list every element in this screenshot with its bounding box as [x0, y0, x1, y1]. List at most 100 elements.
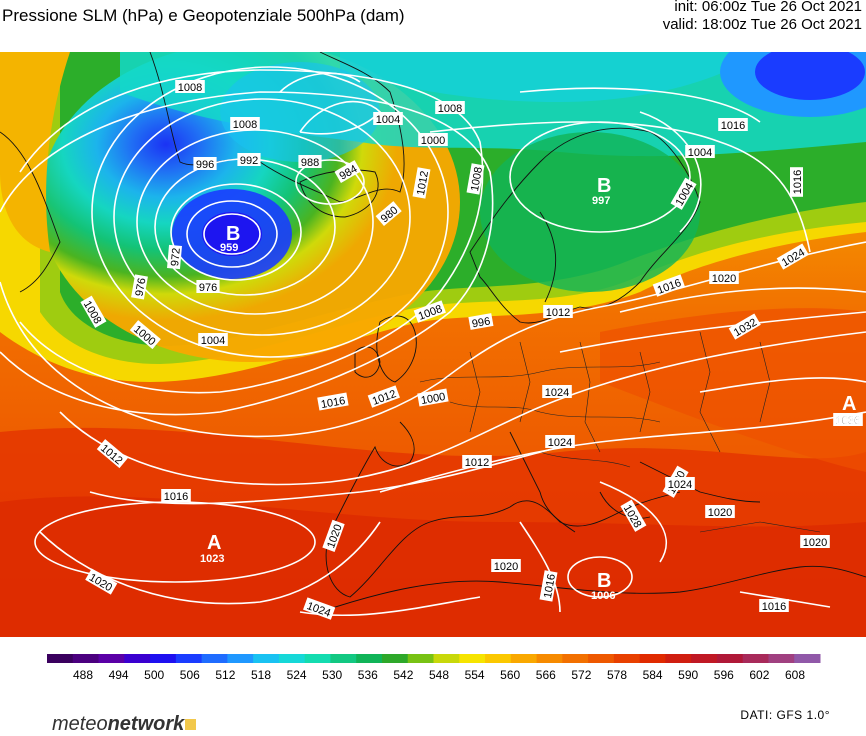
- colorbar-tick-label: 506: [180, 668, 200, 682]
- colorbar-swatch: [613, 654, 641, 663]
- colorbar-swatch: [665, 654, 692, 663]
- isobar-label: 1016: [790, 167, 804, 197]
- isobar-label: 1020: [709, 271, 739, 285]
- isobar-label-text: 1020: [708, 507, 732, 519]
- center-letter-5: A: [842, 393, 856, 415]
- isobar-label: 976: [196, 280, 220, 294]
- isobar-label-text: 1012: [465, 457, 489, 469]
- colorbar-swatch: [459, 654, 486, 663]
- colorbar-tick-label: 524: [287, 668, 307, 682]
- isobar-label-text: 1008: [438, 103, 462, 115]
- isobar-label-text: 1008: [178, 82, 202, 94]
- isobar-label-text: 976: [133, 277, 148, 297]
- colorbar-tick-label: 530: [322, 668, 342, 682]
- colorbar-swatches: [47, 654, 821, 663]
- map-title: Pressione SLM (hPa) e Geopotenziale 500h…: [2, 6, 405, 25]
- isobar-label-text: 1004: [688, 147, 712, 159]
- colorbar-swatch: [98, 654, 125, 663]
- isobar-label-text: 1036: [836, 415, 860, 427]
- isobar-label: 1024: [542, 385, 572, 399]
- center-letter-1: B: [226, 223, 240, 245]
- colorbar-swatch: [227, 654, 254, 663]
- colorbar-swatch: [716, 654, 744, 663]
- colorbar-tick-label: 548: [429, 668, 449, 682]
- isobar-label: 1020: [705, 505, 735, 519]
- colorbar-tick-label: 560: [500, 668, 520, 682]
- colorbar-tick-label: 542: [393, 668, 413, 682]
- isobar-label: 1008: [230, 117, 260, 131]
- isobar-label-text: 1004: [201, 335, 225, 347]
- colorbar-ticks: 488 494 500 506 512 518 524 530 536 542 548 554 560 5…: [73, 668, 805, 682]
- isobar-label-text: 976: [199, 282, 217, 294]
- colorbar-swatch: [356, 654, 383, 663]
- colorbar-tick-label: 590: [678, 668, 698, 682]
- isobar-label-text: 1016: [164, 491, 188, 503]
- colorbar-swatch: [794, 654, 821, 663]
- isobar-label: 976: [131, 274, 148, 300]
- colorbar-tick-label: 488: [73, 668, 93, 682]
- isobar-label-text: 1016: [721, 120, 745, 132]
- isobar-label-text: 1008: [233, 119, 257, 131]
- isobar-label: 1004: [198, 333, 228, 347]
- colorbar-tick-label: 518: [251, 668, 271, 682]
- colorbar-swatch: [407, 654, 434, 663]
- isobar-label: 1020: [491, 559, 521, 573]
- isobar-label-text: 972: [169, 247, 183, 266]
- colorbar-swatch: [175, 654, 203, 663]
- center-letter-3: A: [207, 532, 221, 554]
- isobar-label-text: 1008: [469, 166, 485, 192]
- isobar-label: 996: [468, 313, 494, 330]
- center-value-5: 1036: [836, 415, 860, 427]
- isobar-label: 1016: [539, 570, 558, 602]
- colorbar-swatch: [150, 654, 177, 663]
- meteonetwork-logo: meteonetwork: [52, 713, 197, 736]
- colorbar-swatch: [433, 654, 460, 663]
- isobar-label-text: 1016: [762, 601, 786, 613]
- isobar-label: 1020: [800, 535, 830, 549]
- colorbar-swatch: [742, 654, 769, 663]
- isobar-label: 992: [237, 153, 261, 167]
- isobar-label-text: 996: [196, 159, 214, 171]
- colorbar-tick-label: 512: [215, 668, 235, 682]
- colorbar-swatch: [588, 654, 615, 663]
- colorbar-swatch: [381, 654, 409, 663]
- isobar-label-text: 988: [301, 157, 319, 169]
- isobar-label-text: 1024: [668, 479, 692, 491]
- isobar-label-text: 1000: [421, 135, 445, 147]
- isobar-label: 972: [167, 244, 183, 270]
- colorbar-swatch: [768, 654, 795, 663]
- colorbar-tick-label: 578: [607, 668, 627, 682]
- isobar-label-text: 1016: [792, 170, 804, 194]
- isobar-label-text: 992: [240, 155, 258, 167]
- isobar-label: 1036: [833, 413, 863, 427]
- isobar-label: 1016: [718, 118, 748, 132]
- colorbar-swatch: [330, 654, 357, 663]
- colorbar-tick-label: 554: [465, 668, 485, 682]
- isobar-label-text: 1000: [420, 391, 446, 407]
- colorbar-swatch: [536, 654, 563, 663]
- pressure-center-4: B 1006: [591, 570, 615, 602]
- isobar-label-text: 1020: [803, 537, 827, 549]
- colorbar: 488 494 500 506 512 518 524 530 536 542 548 554 560 5…: [47, 654, 821, 682]
- colorbar-swatch: [124, 654, 151, 663]
- colorbar-swatch: [639, 654, 666, 663]
- colorbar-tick-label: 602: [749, 668, 769, 682]
- colorbar-swatch: [278, 654, 306, 663]
- pressure-center-3: A 1023: [200, 532, 224, 565]
- colorbar-swatch: [510, 654, 538, 663]
- colorbar-swatch: [253, 654, 280, 663]
- center-value-4: 1006: [591, 590, 615, 602]
- isobar-label: 1008: [466, 163, 485, 195]
- logo-square-icon: [185, 719, 197, 730]
- isobar-label-text: 1004: [376, 114, 400, 126]
- isobar-label-text: 1020: [494, 561, 518, 573]
- logo-main: meteo: [52, 713, 108, 735]
- colorbar-tick-label: 596: [714, 668, 734, 682]
- isobar-label: 996: [193, 157, 217, 171]
- colorbar-swatch: [562, 654, 589, 663]
- center-value-2: 997: [592, 195, 610, 207]
- data-source: DATI: GFS 1.0°: [740, 708, 830, 722]
- colorbar-tick-label: 536: [358, 668, 378, 682]
- isobar-label-text: 1012: [546, 307, 570, 319]
